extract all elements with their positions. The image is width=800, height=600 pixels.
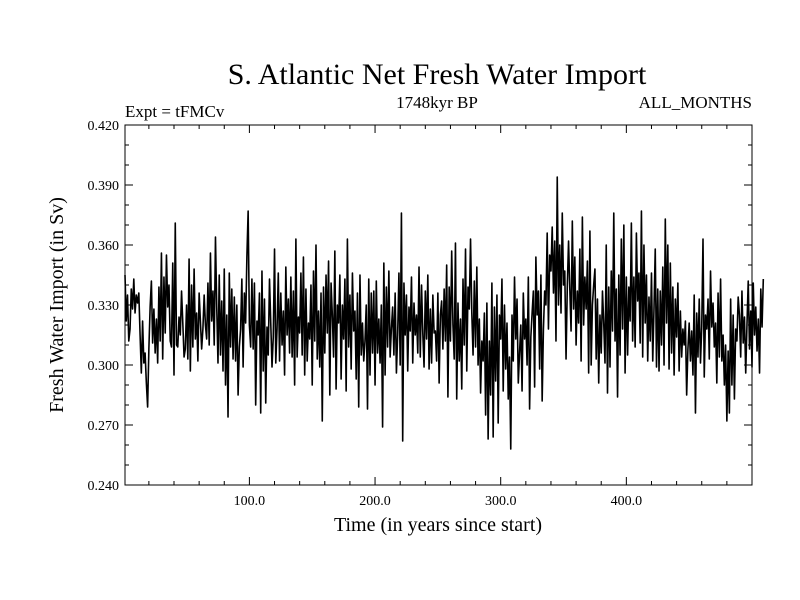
- y-tick-label: 0.300: [88, 359, 120, 374]
- y-tick-label: 0.420: [88, 119, 120, 134]
- x-tick-label: 200.0: [359, 494, 391, 509]
- x-axis-title: Time (in years since start): [334, 514, 542, 536]
- chart-title: S. Atlantic Net Fresh Water Import: [228, 58, 647, 91]
- y-tick-label: 0.360: [88, 239, 120, 254]
- y-axis-title: Fresh Water Import (in Sv): [46, 197, 68, 413]
- plot-area: [124, 176, 765, 450]
- x-axis: 100.0 200.0 300.0 400.0: [148, 125, 728, 509]
- x-tick-label: 100.0: [234, 494, 266, 509]
- y-tick-label: 0.270: [88, 419, 120, 434]
- series-line-0: [124, 176, 765, 450]
- y-tick-label: 0.240: [88, 479, 120, 494]
- x-tick-label: 400.0: [611, 494, 643, 509]
- months-label: ALL_MONTHS: [639, 93, 752, 112]
- experiment-label: Expt = tFMCv: [125, 102, 225, 121]
- x-tick-label: 300.0: [485, 494, 517, 509]
- y-axis: 0.240 0.270 0.300 0.330 0.360 0.390 0.420: [88, 119, 752, 494]
- period-label: 1748kyr BP: [396, 93, 478, 112]
- y-tick-label: 0.330: [88, 299, 120, 314]
- y-tick-label: 0.390: [88, 179, 120, 194]
